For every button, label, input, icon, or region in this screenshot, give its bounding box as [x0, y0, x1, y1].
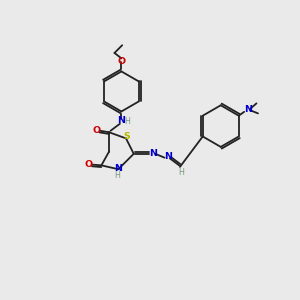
- Text: H: H: [124, 117, 130, 126]
- Text: H: H: [178, 168, 184, 177]
- Text: S: S: [123, 132, 130, 141]
- Text: N: N: [114, 164, 122, 173]
- Text: N: N: [117, 116, 125, 125]
- Text: N: N: [149, 148, 157, 158]
- Text: O: O: [117, 57, 125, 66]
- Text: N: N: [244, 105, 252, 114]
- Text: O: O: [93, 126, 101, 135]
- Text: O: O: [84, 160, 92, 169]
- Text: N: N: [164, 152, 172, 161]
- Text: H: H: [115, 171, 121, 180]
